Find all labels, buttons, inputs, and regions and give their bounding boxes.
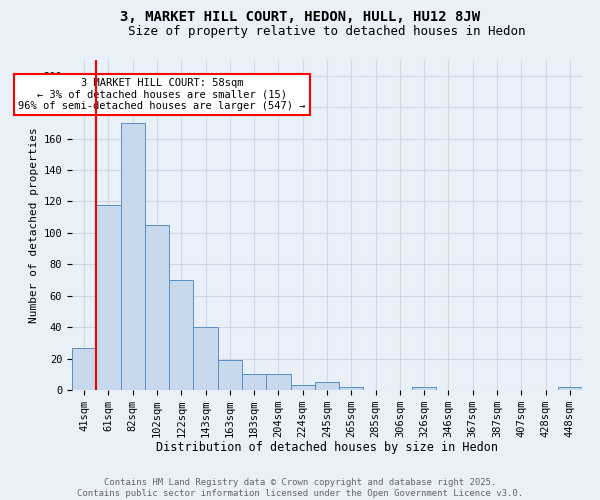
Bar [558, 387, 582, 390]
Text: 3, MARKET HILL COURT, HEDON, HULL, HU12 8JW: 3, MARKET HILL COURT, HEDON, HULL, HU12 … [120, 10, 480, 24]
X-axis label: Distribution of detached houses by size in Hedon: Distribution of detached houses by size … [156, 442, 498, 454]
Title: Size of property relative to detached houses in Hedon: Size of property relative to detached ho… [128, 25, 526, 38]
Bar [169, 280, 193, 390]
Bar [72, 348, 96, 390]
Bar [412, 387, 436, 390]
Bar [193, 327, 218, 390]
Bar [315, 382, 339, 390]
Bar [218, 360, 242, 390]
Bar [266, 374, 290, 390]
Text: Contains HM Land Registry data © Crown copyright and database right 2025.
Contai: Contains HM Land Registry data © Crown c… [77, 478, 523, 498]
Text: 3 MARKET HILL COURT: 58sqm
← 3% of detached houses are smaller (15)
96% of semi-: 3 MARKET HILL COURT: 58sqm ← 3% of detac… [18, 78, 305, 111]
Bar [290, 386, 315, 390]
Bar [96, 204, 121, 390]
Bar [242, 374, 266, 390]
Y-axis label: Number of detached properties: Number of detached properties [29, 127, 40, 323]
Bar [145, 225, 169, 390]
Bar [121, 123, 145, 390]
Bar [339, 387, 364, 390]
